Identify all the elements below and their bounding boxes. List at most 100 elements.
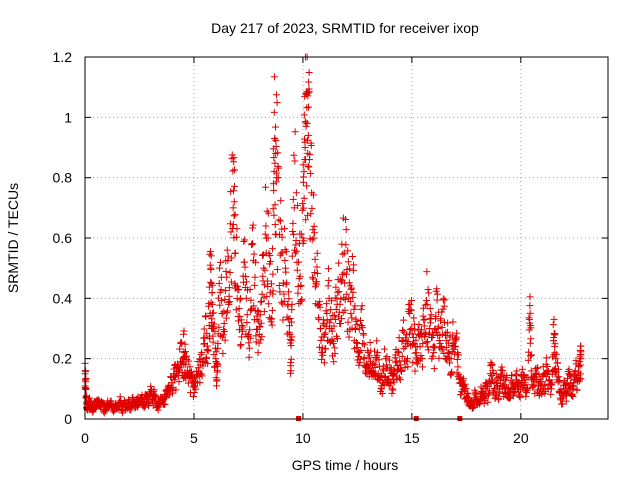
- data-point: [297, 230, 305, 238]
- data-point: [226, 269, 234, 277]
- data-point: [349, 288, 357, 296]
- data-point: [303, 136, 311, 144]
- data-point: [404, 338, 412, 346]
- data-point: [248, 241, 256, 249]
- data-point: [249, 240, 257, 248]
- data-point: [277, 197, 285, 205]
- data-point: [316, 303, 324, 311]
- data-point: [209, 332, 217, 340]
- data-point: [216, 301, 224, 309]
- data-point: [291, 249, 299, 257]
- data-point: [215, 323, 223, 331]
- data-point: [209, 309, 217, 317]
- data-point: [323, 309, 331, 317]
- data-point: [408, 297, 416, 305]
- data-point: [508, 371, 516, 379]
- data-point: [300, 204, 308, 212]
- data-point: [281, 225, 289, 233]
- y-tick-label: 1: [64, 109, 72, 125]
- data-point: [417, 351, 425, 359]
- data-point: [274, 149, 282, 157]
- data-point: [294, 289, 302, 297]
- data-point: [310, 222, 318, 230]
- data-point: [348, 314, 356, 322]
- data-point: [371, 347, 379, 355]
- data-point: [331, 350, 339, 358]
- data-point: [547, 390, 555, 398]
- data-point: [203, 342, 211, 350]
- data-point: [425, 289, 433, 297]
- data-point: [300, 194, 308, 202]
- data-point: [278, 233, 286, 241]
- data-point: [176, 345, 184, 353]
- data-point: [196, 379, 204, 387]
- data-point: [334, 288, 342, 296]
- data-point: [181, 361, 189, 369]
- data-point: [358, 324, 366, 332]
- data-point: [373, 352, 381, 360]
- data-point: [444, 319, 452, 327]
- data-point: [304, 131, 312, 139]
- data-point: [202, 313, 210, 321]
- data-point: [492, 370, 500, 378]
- data-point: [282, 280, 290, 288]
- data-point: [385, 356, 393, 364]
- data-point: [338, 315, 346, 323]
- data-point: [421, 301, 429, 309]
- data-point: [419, 340, 427, 348]
- data-point: [330, 358, 338, 366]
- data-point: [152, 392, 160, 400]
- data-point: [198, 372, 206, 380]
- data-point: [383, 352, 391, 360]
- data-point: [192, 385, 200, 393]
- data-point: [366, 352, 374, 360]
- data-point: [344, 258, 352, 266]
- data-point: [230, 198, 238, 206]
- data-point: [432, 312, 440, 320]
- data-point: [208, 289, 216, 297]
- data-point: [82, 367, 90, 375]
- data-point: [488, 361, 496, 369]
- data-point: [207, 266, 215, 274]
- data-point: [324, 282, 332, 290]
- data-point: [449, 318, 457, 326]
- data-point: [423, 296, 431, 304]
- x-tick-label: 0: [81, 430, 89, 446]
- data-point: [352, 317, 360, 325]
- data-point: [269, 245, 277, 253]
- data-point: [531, 374, 539, 382]
- data-point: [219, 349, 227, 357]
- data-point: [223, 273, 231, 281]
- data-point: [223, 309, 231, 317]
- data-point: [218, 297, 226, 305]
- data-point: [228, 254, 236, 262]
- data-point: [214, 361, 222, 369]
- data-point: [258, 297, 266, 305]
- data-point: [464, 390, 472, 398]
- data-point: [430, 342, 438, 350]
- data-point: [310, 234, 318, 242]
- data-point: [309, 273, 317, 281]
- data-point: [344, 318, 352, 326]
- data-point: [141, 403, 149, 411]
- data-point: [453, 355, 461, 363]
- data-point: [213, 376, 221, 384]
- data-point: [322, 345, 330, 353]
- data-point: [407, 306, 415, 314]
- data-point: [252, 332, 260, 340]
- data-point: [570, 379, 578, 387]
- data-point: [257, 336, 265, 344]
- data-point: [286, 322, 294, 330]
- data-point: [430, 365, 438, 373]
- y-tick-label: 1.2: [53, 49, 73, 65]
- data-point: [353, 343, 361, 351]
- data-point: [516, 393, 524, 401]
- data-point: [439, 305, 447, 313]
- data-point: [230, 182, 238, 190]
- data-point: [323, 300, 331, 308]
- data-point: [313, 278, 321, 286]
- data-point: [275, 216, 283, 224]
- data-point: [330, 322, 338, 330]
- data-point: [526, 293, 534, 301]
- data-point: [303, 119, 311, 127]
